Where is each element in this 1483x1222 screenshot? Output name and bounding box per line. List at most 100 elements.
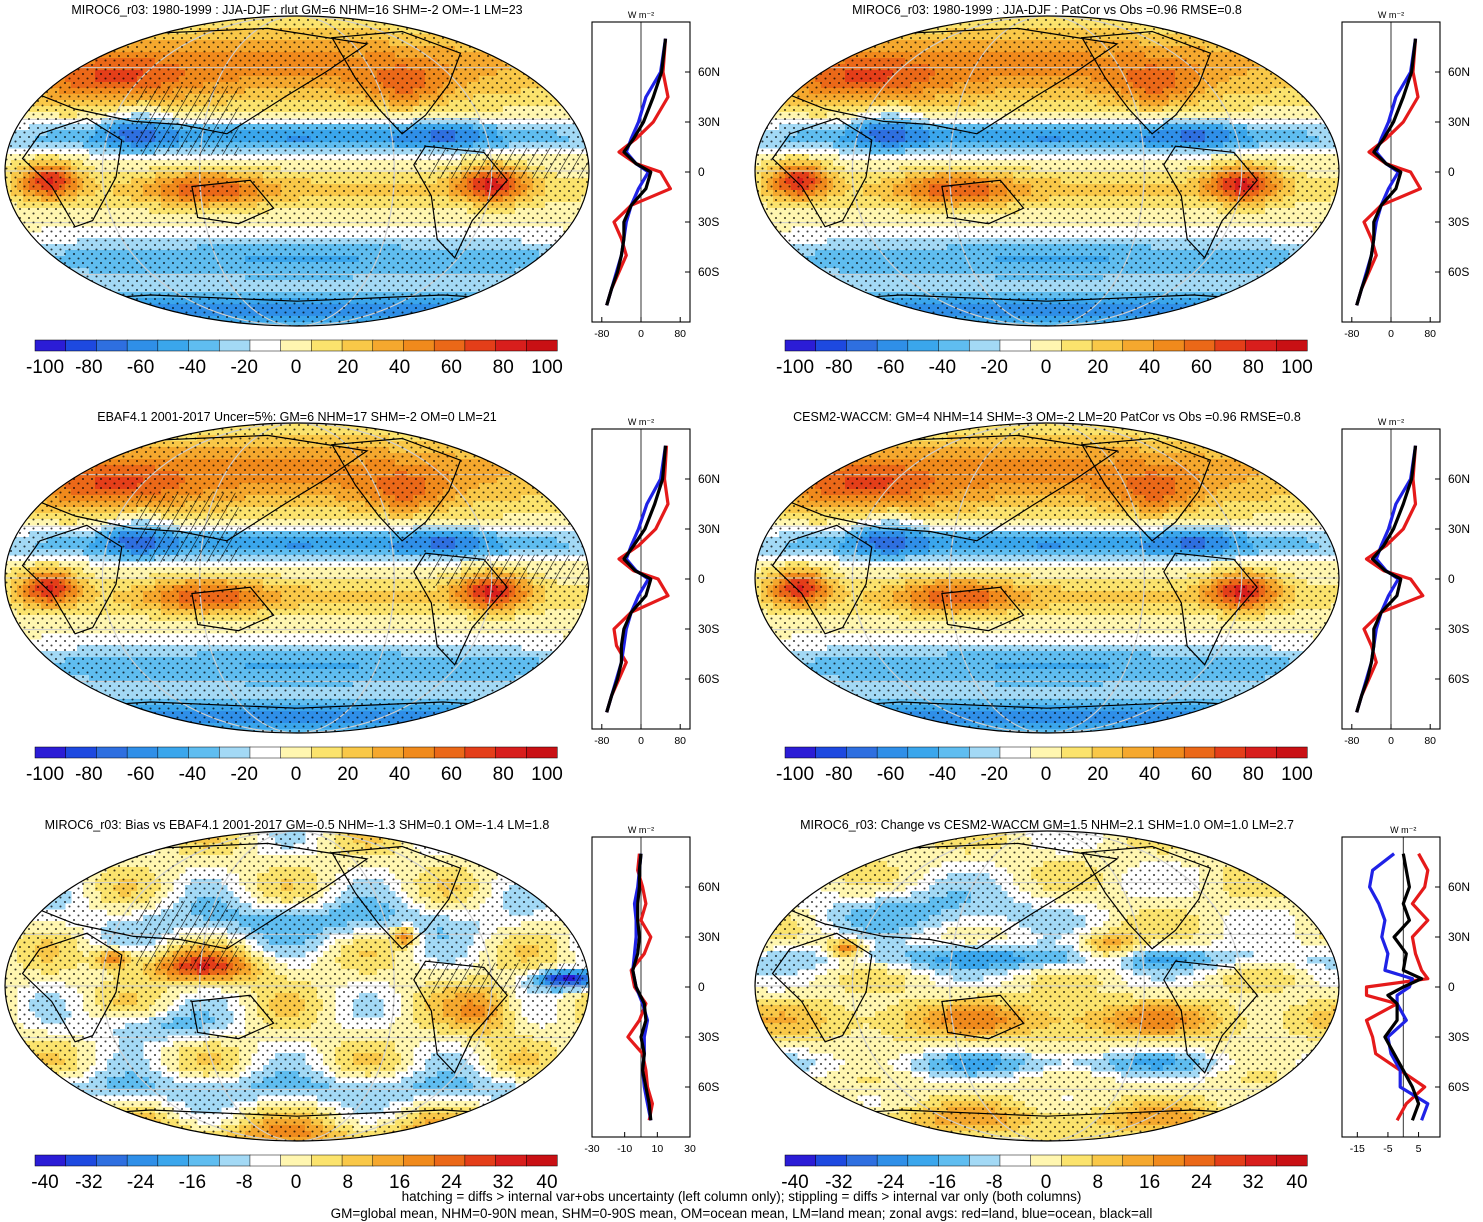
zonal-lat-label: 60N [1448, 880, 1470, 894]
colorbar-tick-label: 100 [1281, 764, 1313, 785]
colorbar-tick-label: -40 [929, 357, 956, 378]
colorbar-swatch [35, 747, 66, 758]
zonal-x-tick-label: -15 [1350, 1143, 1365, 1155]
panel-title: EBAF4.1 2001-2017 Uncer=5%: GM=6 NHM=17 … [97, 410, 497, 424]
colorbar-swatch [1123, 747, 1154, 758]
zonal-lat-label: 30S [1448, 622, 1469, 636]
zonal-lat-label: 0 [1448, 980, 1455, 994]
colorbar-swatch [373, 1155, 404, 1166]
colorbar-tick-label: 0 [291, 764, 302, 785]
colorbar-tick-label: 20 [1087, 357, 1108, 378]
colorbar-tick-label: -60 [877, 764, 904, 785]
colorbar-swatch [403, 747, 434, 758]
colorbar-tick-label: 60 [1191, 764, 1212, 785]
zonal-lat-label: 30N [698, 115, 720, 129]
colorbar-tick-label: 20 [337, 357, 358, 378]
footer-note-means: GM=global mean, NHM=0-90N mean, SHM=0-90… [0, 1205, 1483, 1222]
stippling [755, 16, 1339, 326]
colorbar-swatch [969, 1155, 1000, 1166]
colorbar-swatch [1215, 1155, 1246, 1166]
colorbar-swatch [1000, 340, 1031, 351]
colorbar-tick-label: -40 [179, 764, 206, 785]
colorbar-tick-label: -20 [230, 357, 257, 378]
colorbar-swatch [1000, 1155, 1031, 1166]
zonal-lat-label: 30S [698, 1030, 719, 1044]
colorbar-tick-label: -20 [980, 764, 1007, 785]
colorbar-tick-label: 0 [291, 357, 302, 378]
colorbar-swatch [939, 747, 970, 758]
colorbar-swatch [1000, 747, 1031, 758]
colorbar-swatch [403, 340, 434, 351]
zonal-lat-label: 30S [698, 622, 719, 636]
zonal-x-tick-label: 80 [1424, 735, 1436, 747]
zonal-lat-label: 30N [1448, 115, 1470, 129]
zonal-lat-label: 60S [1448, 265, 1469, 279]
zonal-unit-label: W m⁻² [1378, 417, 1404, 427]
colorbar-swatch [1123, 1155, 1154, 1166]
colorbar-swatch [342, 1155, 373, 1166]
zonal-x-tick-label: 80 [674, 328, 686, 340]
colorbar-swatch [785, 340, 816, 351]
zonal-lat-label: 60S [698, 1080, 719, 1094]
colorbar-tick-label: 100 [531, 357, 563, 378]
hatching [136, 86, 238, 156]
colorbar-swatch [219, 340, 250, 351]
zonal-lat-label: 60S [1448, 1080, 1469, 1094]
colorbar-swatch [434, 747, 465, 758]
zonal-lat-label: 60N [1448, 472, 1470, 486]
colorbar-swatch [311, 1155, 342, 1166]
colorbar-tick-label: 20 [1087, 764, 1108, 785]
zonal-lat-label: 60S [698, 265, 719, 279]
colorbar-swatch [189, 1155, 220, 1166]
colorbar-swatch [816, 340, 847, 351]
colorbar-tick-label: 0 [1041, 764, 1052, 785]
colorbar-swatch [311, 747, 342, 758]
zonal-x-tick-label: -30 [584, 1143, 599, 1155]
zonal-x-tick-label: 80 [674, 735, 686, 747]
zonal-x-tick-label: -80 [594, 735, 609, 747]
colorbar-tick-label: 40 [1139, 764, 1160, 785]
colorbar-swatch [877, 1155, 908, 1166]
panel-title: MIROC6_r03: 1980-1999 : JJA-DJF : rlut G… [71, 3, 522, 17]
colorbar-tick-label: 100 [1281, 357, 1313, 378]
colorbar-swatch [373, 340, 404, 351]
colorbar-swatch [1061, 747, 1092, 758]
colorbar-tick-label: -60 [127, 357, 154, 378]
colorbar-swatch [526, 340, 557, 351]
stippling [755, 831, 1339, 1141]
zonal-lat-label: 60S [698, 672, 719, 686]
zonal-lat-label: 60S [1448, 672, 1469, 686]
colorbar-swatch [1031, 340, 1062, 351]
colorbar-swatch [939, 340, 970, 351]
zonal-line-land [607, 446, 668, 713]
colorbar-swatch [1123, 340, 1154, 351]
colorbar-swatch [342, 340, 373, 351]
zonal-x-tick-label: -5 [1383, 1143, 1392, 1155]
colorbar-tick-label: 60 [441, 764, 462, 785]
zonal-lat-label: 60N [698, 472, 720, 486]
colorbar-tick-label: -80 [825, 764, 852, 785]
colorbar-swatch [908, 747, 939, 758]
colorbar-swatch [908, 1155, 939, 1166]
colorbar-swatch [1031, 747, 1062, 758]
zonal-lat-label: 60N [698, 65, 720, 79]
colorbar-swatch [66, 340, 97, 351]
zonal-unit-label: W m⁻² [1378, 10, 1404, 20]
colorbar-swatch [35, 340, 66, 351]
colorbar-tick-label: 100 [531, 764, 563, 785]
zonal-x-tick-label: 80 [1424, 328, 1436, 340]
zonal-lat-label: 30S [698, 215, 719, 229]
zonal-unit-label: W m⁻² [628, 417, 654, 427]
colorbar-swatch [1092, 340, 1123, 351]
colorbar-swatch [1061, 1155, 1092, 1166]
colorbar-tick-label: -100 [776, 764, 814, 785]
zonal-x-tick-label: 10 [651, 1143, 663, 1155]
zonal-x-tick-label: 0 [1388, 735, 1394, 747]
zonal-line-land [1367, 854, 1428, 1121]
colorbar-swatch [373, 747, 404, 758]
colorbar-tick-label: 40 [1139, 357, 1160, 378]
colorbar-swatch [1092, 1155, 1123, 1166]
